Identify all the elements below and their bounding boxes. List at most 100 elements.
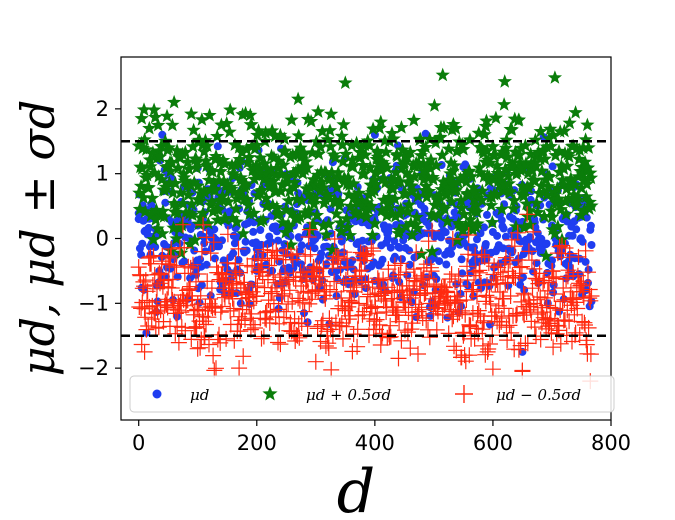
data-point-mu-plus bbox=[343, 198, 358, 213]
data-point-mu-plus bbox=[216, 153, 231, 167]
data-point-mu-minus bbox=[252, 260, 269, 277]
data-point-mu bbox=[425, 221, 434, 230]
data-point-mu-minus bbox=[341, 292, 358, 309]
data-point-mu-plus bbox=[200, 138, 215, 153]
data-point-mu-plus bbox=[273, 183, 289, 198]
data-point-mu-minus bbox=[520, 243, 537, 260]
data-point-mu-minus bbox=[440, 325, 457, 342]
data-point-mu-plus bbox=[500, 149, 515, 164]
data-point-mu-minus bbox=[569, 300, 586, 317]
data-point-mu-plus bbox=[572, 151, 587, 166]
data-point-mu-minus bbox=[374, 325, 391, 342]
data-point-mu-minus bbox=[198, 316, 214, 333]
data-point-mu-plus bbox=[278, 143, 293, 158]
data-point-mu bbox=[395, 243, 404, 252]
data-point-mu-plus bbox=[534, 163, 550, 178]
data-point-mu-plus bbox=[294, 193, 309, 207]
data-point-mu-minus bbox=[570, 248, 587, 265]
data-point-mu-minus bbox=[510, 341, 527, 358]
data-point-mu-plus bbox=[178, 144, 193, 159]
data-point-mu-minus bbox=[453, 349, 470, 366]
data-point-mu-plus bbox=[184, 106, 199, 121]
data-point-mu bbox=[138, 239, 147, 248]
data-point-mu-minus bbox=[281, 282, 298, 299]
data-point-mu bbox=[421, 129, 430, 138]
data-point-mu-minus bbox=[251, 264, 268, 280]
data-point-mu-minus bbox=[235, 348, 252, 365]
data-point-mu-plus bbox=[471, 190, 486, 204]
data-point-mu-plus bbox=[508, 144, 523, 159]
data-point-mu-minus bbox=[403, 321, 420, 338]
data-point-mu-plus bbox=[427, 98, 442, 112]
data-point-mu-plus bbox=[567, 177, 583, 192]
data-point-mu-plus bbox=[165, 185, 181, 199]
data-point-mu-plus bbox=[302, 179, 317, 193]
data-point-mu bbox=[501, 232, 510, 241]
data-point-mu-minus bbox=[505, 307, 521, 324]
data-point-mu-plus bbox=[440, 213, 455, 228]
data-point-mu-plus bbox=[545, 222, 560, 236]
data-point-mu-minus bbox=[372, 337, 389, 353]
data-point-mu-plus bbox=[371, 146, 386, 160]
data-point-mu-minus bbox=[217, 273, 234, 289]
data-point-mu-plus bbox=[484, 198, 499, 212]
data-point-mu-plus bbox=[442, 172, 457, 187]
data-point-mu-minus bbox=[522, 298, 539, 315]
data-point-mu-minus bbox=[180, 258, 197, 275]
data-point-mu-minus bbox=[201, 336, 217, 353]
data-point-mu-plus bbox=[225, 211, 240, 225]
data-point-mu-plus bbox=[302, 187, 317, 202]
series-mu-plus-points bbox=[131, 67, 599, 263]
data-point-mu-plus bbox=[270, 161, 286, 175]
data-point-mu-plus bbox=[291, 91, 306, 106]
data-point-mu-plus bbox=[504, 122, 519, 136]
data-point-mu-minus bbox=[210, 264, 227, 281]
data-point-mu-minus bbox=[339, 259, 356, 275]
data-point-mu-minus bbox=[156, 272, 173, 289]
data-point-mu-plus bbox=[512, 147, 527, 162]
data-point-mu-plus bbox=[577, 202, 592, 217]
data-point-mu-minus bbox=[474, 321, 491, 338]
data-point-mu-plus bbox=[403, 144, 418, 159]
data-point-mu-minus bbox=[344, 343, 361, 360]
data-point-mu-minus bbox=[369, 305, 386, 322]
data-point-mu-plus bbox=[335, 137, 350, 151]
data-point-mu-minus bbox=[219, 226, 236, 243]
data-point-mu-plus bbox=[527, 155, 542, 169]
data-point-mu-plus bbox=[185, 139, 201, 153]
data-point-mu-minus bbox=[288, 245, 305, 262]
data-point-mu-plus bbox=[432, 188, 447, 202]
data-point-mu-plus bbox=[187, 232, 202, 247]
data-point-mu-minus bbox=[160, 249, 177, 266]
data-point-mu-plus bbox=[497, 74, 512, 88]
data-point-mu-plus bbox=[346, 176, 361, 190]
data-point-mu-minus bbox=[481, 289, 498, 306]
data-point-mu-plus bbox=[463, 212, 478, 226]
data-point-mu-plus bbox=[319, 227, 334, 241]
data-point-mu bbox=[473, 235, 481, 244]
data-point-mu-plus bbox=[256, 212, 271, 227]
data-point-mu-plus bbox=[216, 174, 231, 188]
data-point-mu-plus bbox=[413, 131, 428, 146]
data-point-mu-plus bbox=[448, 121, 463, 135]
data-point-mu-plus bbox=[259, 198, 274, 213]
data-point-mu-plus bbox=[244, 117, 259, 131]
data-point-mu-minus bbox=[545, 268, 562, 285]
data-point-mu-minus bbox=[354, 306, 371, 323]
data-point-mu-plus bbox=[570, 189, 586, 203]
data-point-mu bbox=[519, 273, 527, 282]
y-axis-label: μd, μd ± σd bbox=[11, 100, 65, 377]
data-point-mu bbox=[161, 198, 170, 207]
data-point-mu-minus bbox=[420, 233, 437, 250]
data-point-mu-plus bbox=[404, 178, 419, 192]
data-point-mu-minus bbox=[278, 303, 295, 320]
data-point-mu-plus bbox=[557, 123, 572, 138]
data-point-mu-minus bbox=[241, 286, 258, 303]
data-point-mu-minus bbox=[349, 321, 366, 338]
data-point-mu-plus bbox=[301, 111, 316, 126]
data-point-mu-plus bbox=[538, 248, 554, 263]
data-point-mu bbox=[151, 243, 160, 251]
data-point-mu bbox=[333, 274, 342, 283]
data-point-mu-plus bbox=[453, 193, 469, 207]
data-point-mu-minus bbox=[405, 281, 422, 297]
